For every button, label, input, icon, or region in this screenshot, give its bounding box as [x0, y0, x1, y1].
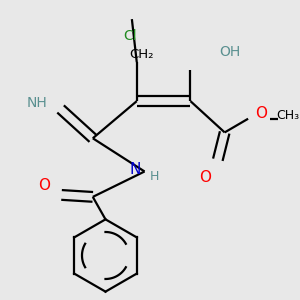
Text: N: N	[129, 162, 140, 177]
Text: O: O	[255, 106, 267, 122]
Text: Cl: Cl	[123, 29, 137, 43]
Text: O: O	[38, 178, 50, 193]
Text: NH: NH	[27, 96, 47, 110]
Text: H: H	[150, 170, 159, 183]
Text: O: O	[199, 170, 211, 185]
Text: CH₂: CH₂	[129, 48, 154, 61]
Text: CH₃: CH₃	[277, 109, 300, 122]
Text: OH: OH	[219, 45, 240, 59]
